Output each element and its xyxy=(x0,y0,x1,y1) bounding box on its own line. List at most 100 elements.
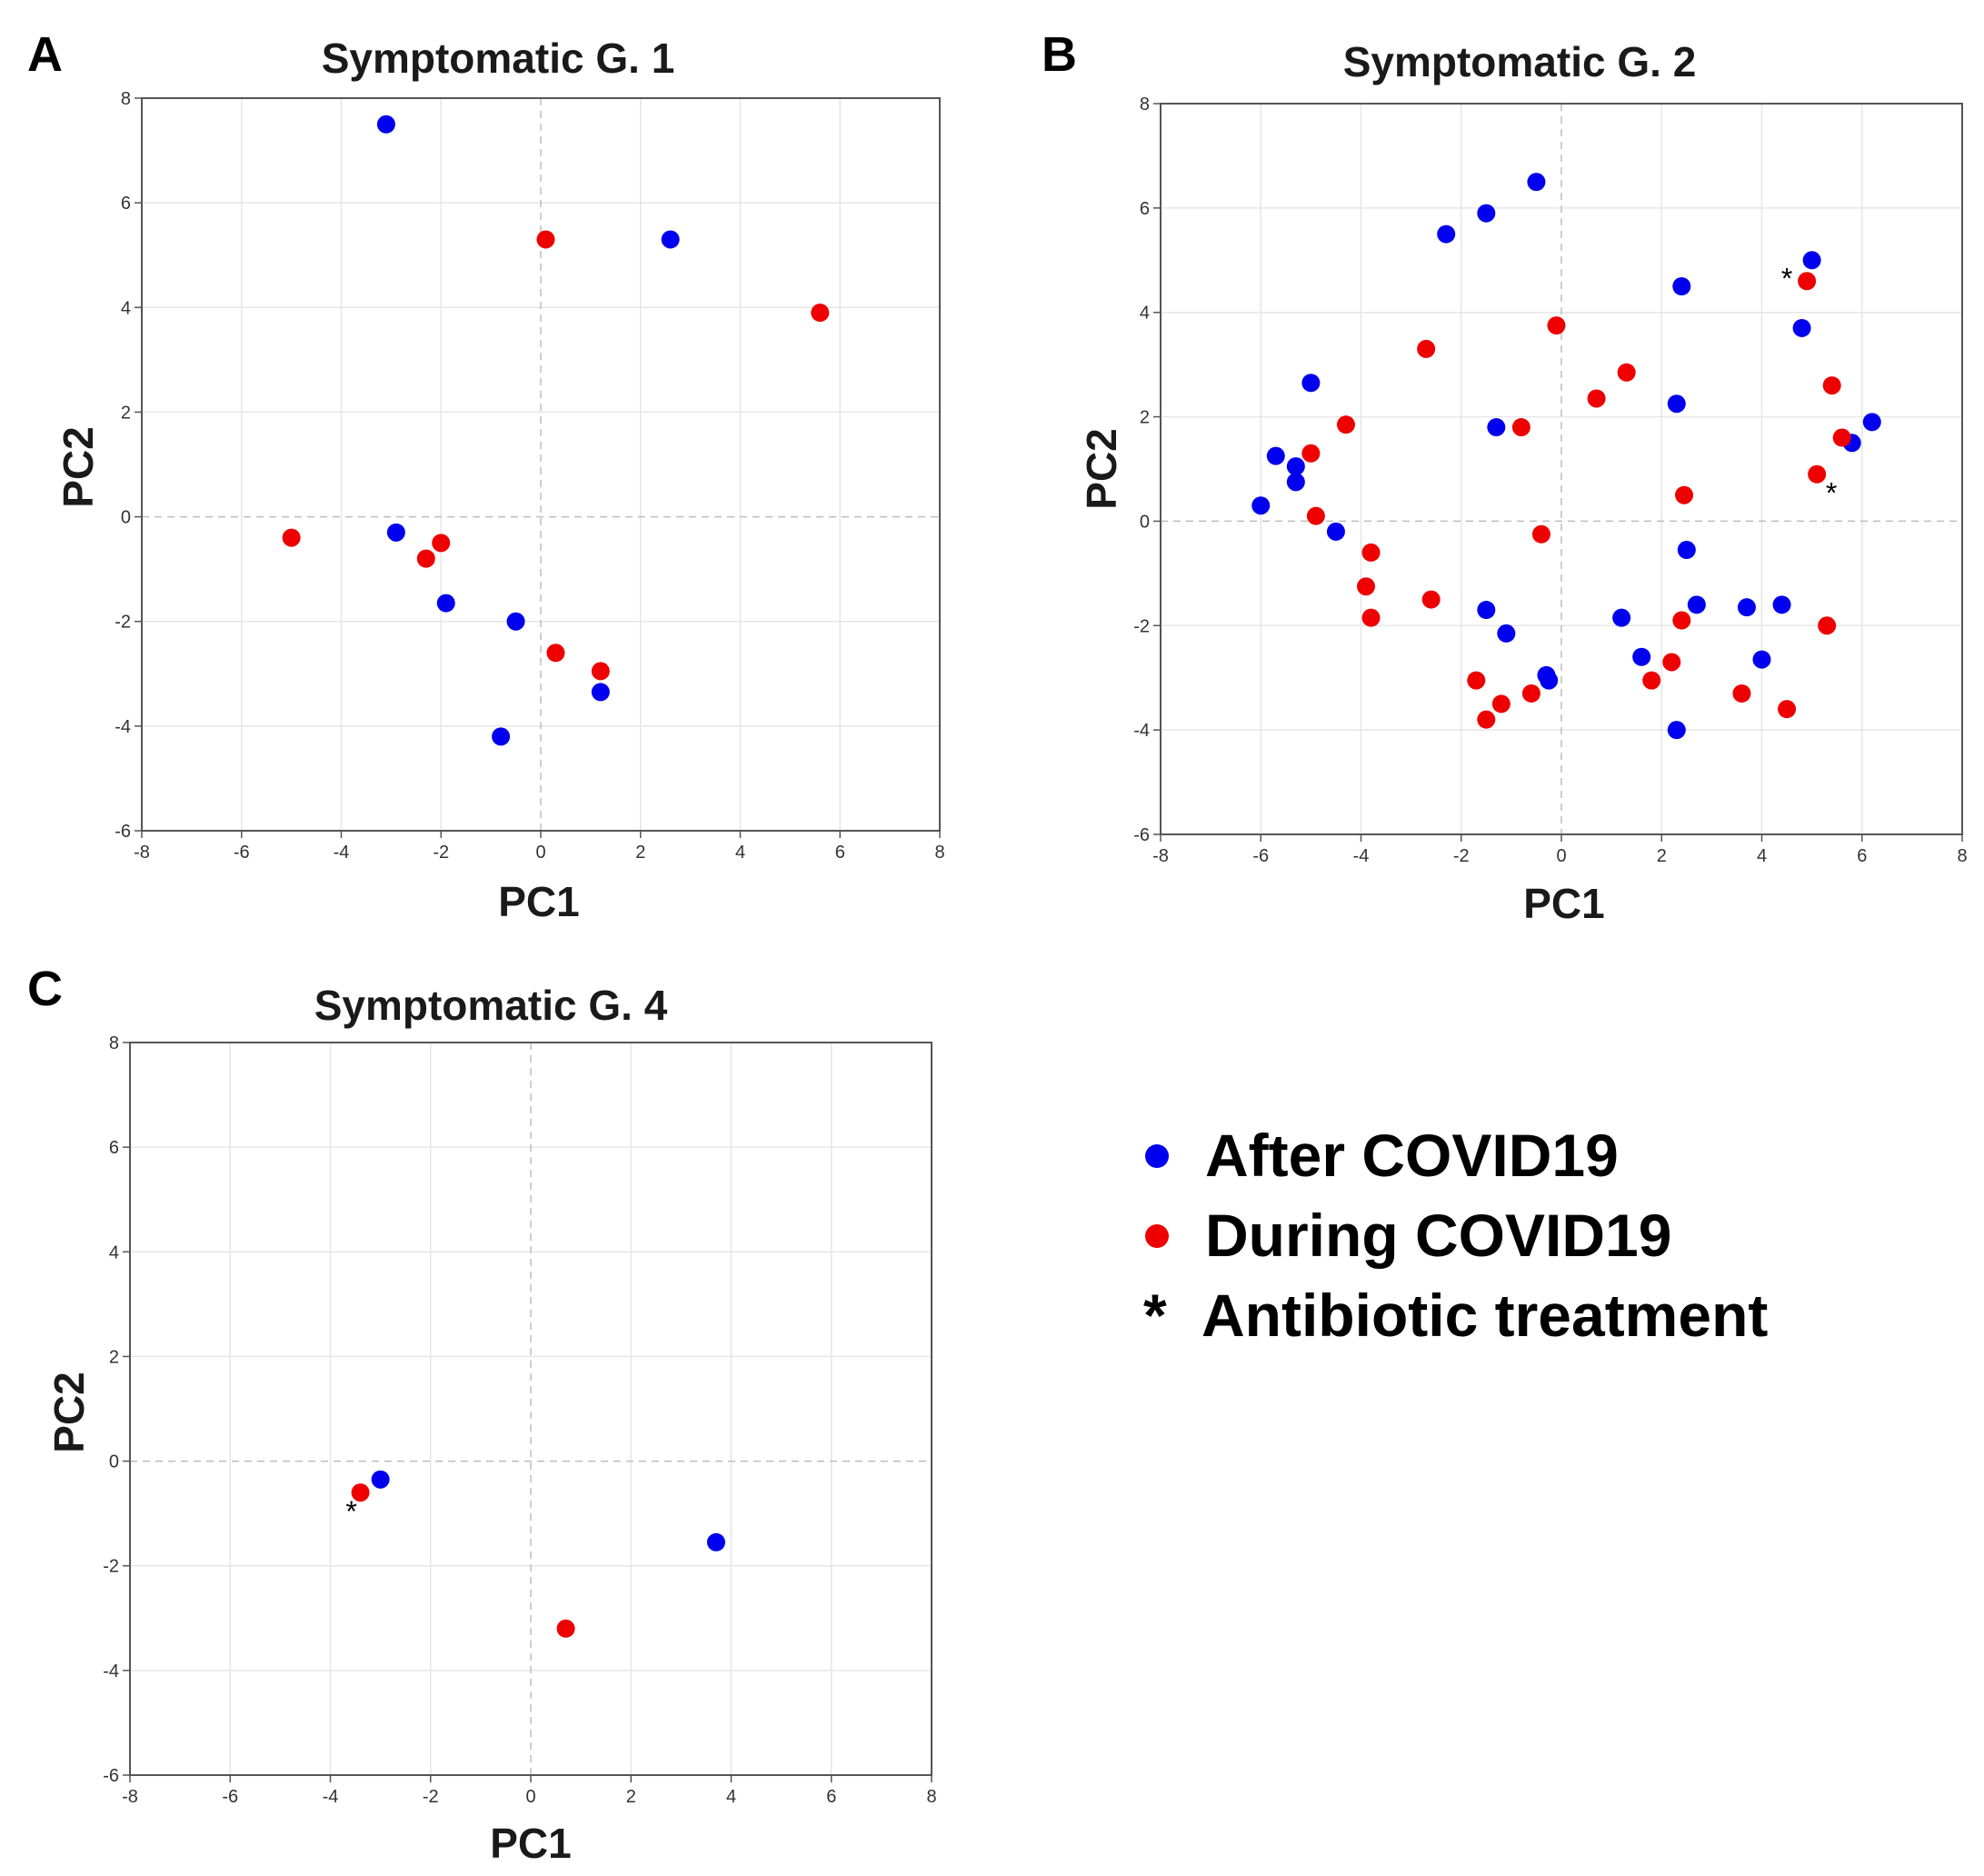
panel-b-point-during xyxy=(1491,694,1510,713)
panel-b-point-after xyxy=(1667,721,1686,740)
panel-b-point-during xyxy=(1361,543,1381,562)
panel-b-point-after xyxy=(1737,598,1756,617)
panel-a-xtick-label: 4 xyxy=(735,843,745,863)
panel-a-ytick-label: 8 xyxy=(121,89,131,109)
panel-b: B Symptomatic G. 2 -8 -6 -4 -2 0 2 4 6 886420-2-… xyxy=(1042,27,1968,927)
panel-c-point-after xyxy=(371,1470,390,1489)
panel-b-point-during xyxy=(1617,363,1636,382)
panel-a-xtick-label: 6 xyxy=(835,843,845,863)
panel-c-xtick-label: 8 xyxy=(926,1787,936,1807)
panel-a-point-after xyxy=(386,523,405,542)
panel-a-ytick-label: 2 xyxy=(121,403,131,423)
panel-b-point-after xyxy=(1477,601,1496,620)
legend-antibiotic-label: Antibiotic treatment xyxy=(1201,1282,1768,1349)
panel-b-point-during xyxy=(1832,428,1851,447)
panel-c-xlabel: PC1 xyxy=(490,1820,571,1867)
panel-a-xlabel: PC1 xyxy=(498,878,579,925)
panel-c-xtick-label: 4 xyxy=(726,1787,736,1807)
legend-during-marker xyxy=(1145,1224,1169,1248)
panel-b-point-after xyxy=(1612,608,1631,627)
panel-b-xtick-label: -2 xyxy=(1453,846,1470,866)
panel-a-point-during xyxy=(416,549,435,568)
panel-c-point-during xyxy=(351,1483,370,1502)
panel-b-point-after xyxy=(1251,496,1271,515)
panel-c-ytick-label: 0 xyxy=(109,1452,119,1472)
legend-after-label: After COVID19 xyxy=(1205,1122,1619,1189)
panel-c: C Symptomatic G. 4 -8 -6 -4 -2 0 2 4 6 886420-2-… xyxy=(27,962,937,1867)
panel-c-ytick-label: 2 xyxy=(109,1347,119,1367)
panel-b-point-after xyxy=(1497,624,1516,643)
panel-b-point-during xyxy=(1417,339,1436,358)
panel-b-point-after xyxy=(1487,418,1506,437)
panel-a-point-during xyxy=(536,230,555,249)
panel-b-title: Symptomatic G. 2 xyxy=(1343,38,1697,85)
panel-b-ytick-label: -4 xyxy=(1133,721,1150,741)
panel-b-ytick-label: -2 xyxy=(1133,616,1150,636)
panel-b-point-after xyxy=(1802,251,1821,270)
panel-b-point-after xyxy=(1437,225,1456,244)
panel-b-point-after xyxy=(1772,595,1791,614)
legend-during-label: During COVID19 xyxy=(1205,1202,1671,1269)
panel-b-xtick-label: -8 xyxy=(1152,846,1169,866)
panel-a-ytick-label: 0 xyxy=(121,508,131,528)
panel-b-point-after xyxy=(1286,473,1305,492)
panel-b-point-during xyxy=(1822,376,1841,395)
panel-c-xtick-label: 0 xyxy=(525,1787,535,1807)
panel-b-point-after xyxy=(1477,204,1496,223)
panel-b-point-after xyxy=(1667,394,1686,414)
panel-b-point-during xyxy=(1531,524,1550,544)
panel-a-point-after xyxy=(591,683,610,702)
panel-c-ytick-label: 4 xyxy=(109,1242,119,1262)
panel-b-xtick-label: 0 xyxy=(1556,846,1566,866)
panel-c-xtick-label: -4 xyxy=(323,1787,339,1807)
panel-a-point-after xyxy=(661,230,680,249)
panel-b-point-after xyxy=(1527,173,1546,192)
panel-a-ytick-label: 4 xyxy=(121,298,131,318)
panel-b-point-during xyxy=(1662,653,1681,672)
panel-b-ytick-label: 6 xyxy=(1140,199,1150,219)
panel-a-ytick-label: -6 xyxy=(115,822,131,842)
legend-after-marker xyxy=(1145,1144,1169,1168)
panel-a-ytick-label: -2 xyxy=(115,613,131,633)
panel-c-frame xyxy=(129,1042,932,1776)
panel-a-xtick-label: -2 xyxy=(433,843,449,863)
panel-a-point-during xyxy=(591,662,610,681)
panel-b-frame xyxy=(1160,103,1963,835)
panel-a-point-during xyxy=(282,528,301,547)
panel-b-point-during xyxy=(1301,444,1321,463)
panel-a-point-after xyxy=(492,727,511,746)
panel-c-point-during xyxy=(556,1619,575,1638)
panel-b-point-during xyxy=(1818,616,1837,635)
panel-b-ylabel: PC2 xyxy=(1078,428,1125,509)
panel-c-xtick-label: -2 xyxy=(423,1787,439,1807)
panel-b-point-after xyxy=(1286,457,1305,476)
panel-a-point-during xyxy=(432,534,451,553)
panel-b-point-after xyxy=(1540,671,1559,690)
panel-b-point-during xyxy=(1467,671,1486,690)
panel-c-ylabel: PC2 xyxy=(45,1372,93,1452)
panel-b-point-during xyxy=(1732,684,1751,703)
panel-b-point-during xyxy=(1798,272,1817,291)
panel-b-point-after xyxy=(1672,277,1691,295)
panel-b-point-during xyxy=(1672,611,1691,630)
panel-b-point-during xyxy=(1336,415,1355,434)
panel-b-xlabel: PC1 xyxy=(1523,880,1604,927)
panel-letter-c: C xyxy=(27,962,63,1016)
panel-c-xtick-label: 2 xyxy=(626,1787,636,1807)
panel-b-point-after xyxy=(1677,541,1696,560)
panel-a-xtick-label: -8 xyxy=(134,843,150,863)
panel-b-point-during xyxy=(1675,485,1694,504)
panel-c-ytick-label: 8 xyxy=(109,1033,119,1053)
panel-b-antibiotic-marker: * xyxy=(1781,262,1792,294)
panel-a-xtick-label: 2 xyxy=(635,843,645,863)
panel-b-point-during xyxy=(1306,506,1325,525)
panel-c-ytick-label: -6 xyxy=(103,1766,119,1786)
panel-b-ytick-label: 4 xyxy=(1140,304,1150,324)
panel-b-xtick-label: -6 xyxy=(1252,846,1269,866)
panel-a-point-after xyxy=(506,612,525,631)
panel-a-point-during xyxy=(811,304,830,323)
